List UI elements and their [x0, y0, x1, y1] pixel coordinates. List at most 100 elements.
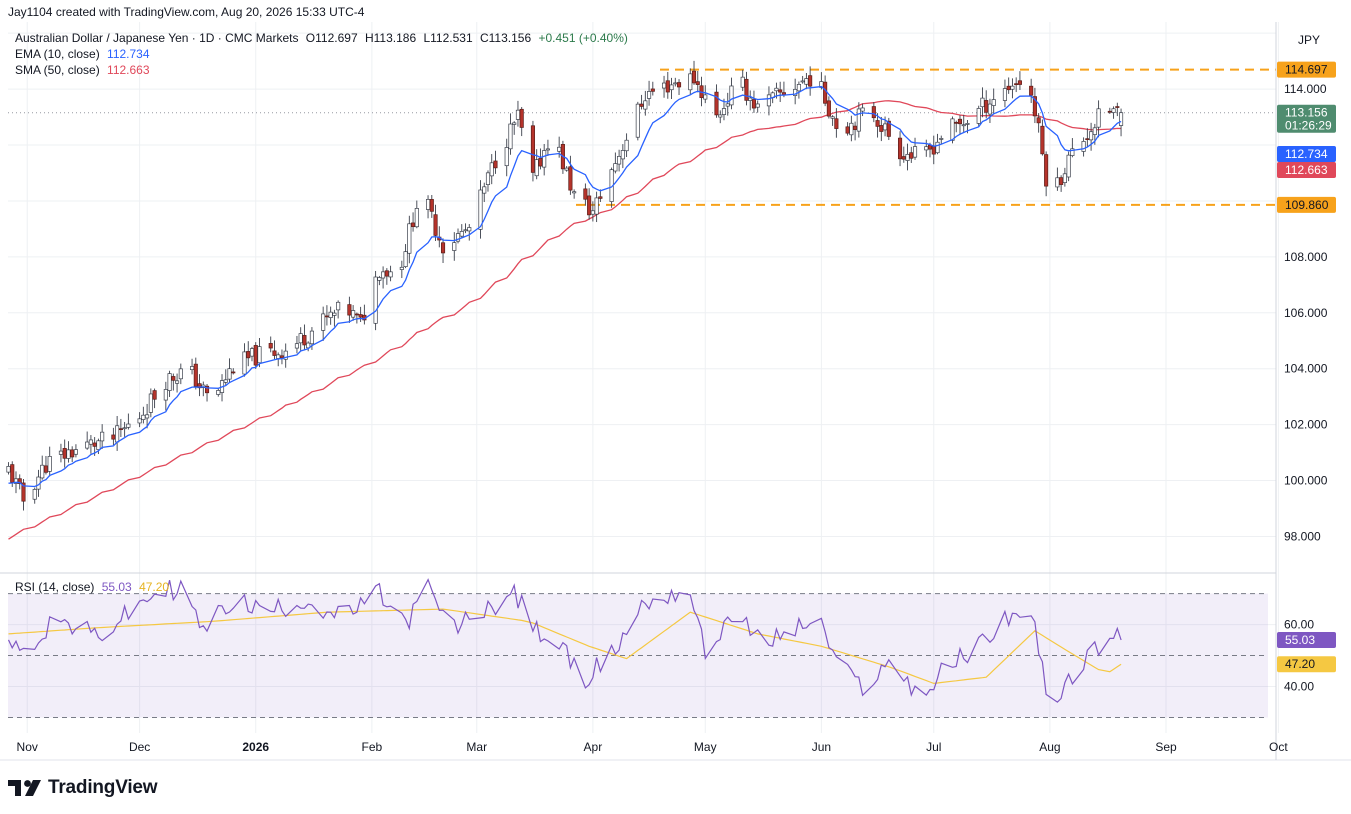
candle-body-down: [429, 199, 434, 212]
candle-body-up: [740, 76, 745, 88]
candle-body-up: [643, 100, 648, 110]
candle: [860, 103, 865, 117]
candle: [43, 455, 49, 475]
svg-text:113.156: 113.156: [1285, 106, 1328, 120]
candle: [467, 224, 472, 241]
candle: [721, 98, 727, 121]
candle-body-down: [587, 195, 592, 216]
candle: [665, 71, 670, 99]
candle-body-up: [515, 109, 521, 120]
price-tick-label: 108.000: [1284, 250, 1328, 264]
candle: [744, 71, 749, 106]
candle: [931, 135, 936, 165]
candle-body-up: [478, 189, 483, 230]
candle: [1055, 167, 1060, 191]
candle: [351, 305, 356, 321]
candle-body-down: [808, 75, 813, 87]
candle: [729, 77, 734, 110]
rsi-legend[interactable]: RSI (14, close) 55.03 47.20: [15, 580, 169, 594]
candle-body-up: [755, 103, 760, 108]
candle: [800, 75, 805, 84]
candle-body-down: [530, 125, 535, 173]
sma-legend[interactable]: SMA (50, close) 112.663: [15, 63, 150, 77]
candle: [463, 223, 468, 234]
candle: [414, 200, 419, 229]
candle: [306, 341, 311, 352]
candle-body-up: [321, 313, 326, 331]
candle: [939, 135, 944, 145]
candle-body-up: [167, 373, 172, 391]
candle-body-down: [62, 448, 67, 459]
time-tick-label: Mar: [466, 740, 487, 754]
candle-body-up: [137, 418, 142, 424]
candle-body-up: [991, 99, 996, 106]
candle-body-up: [257, 346, 262, 364]
candle: [647, 80, 652, 106]
candle-body-down: [17, 478, 22, 484]
candle: [21, 479, 26, 511]
candle-body-down: [519, 108, 524, 128]
candle: [834, 108, 839, 138]
horizontal-levels: [8, 68, 1276, 206]
candle: [991, 88, 996, 115]
svg-text:112.734: 112.734: [1285, 147, 1328, 161]
candle: [70, 446, 75, 463]
candle-body-up: [673, 82, 678, 85]
candle-body-up: [482, 186, 487, 194]
candle-body-up: [508, 123, 513, 150]
candle-body-up: [377, 277, 382, 281]
tradingview-logo[interactable]: TradingView: [8, 777, 158, 799]
candle-body-down: [10, 464, 15, 483]
candle-body-up: [800, 80, 805, 83]
candle-body-up: [1010, 85, 1015, 90]
candle-body-up: [223, 379, 228, 383]
time-tick-label: Jul: [926, 740, 941, 754]
candle-body-up: [987, 103, 993, 115]
symbol-legend[interactable]: Australian Dollar / Japanese Yen · 1D · …: [15, 31, 628, 45]
close-value: C113.156: [479, 31, 532, 45]
candle-body-up: [283, 350, 288, 360]
candle-body-down: [347, 304, 352, 316]
candle: [1014, 77, 1019, 93]
candle: [201, 381, 206, 397]
ema-10-series: [8, 85, 1122, 488]
candle-body-up: [924, 146, 929, 151]
candle: [328, 306, 333, 325]
candle-body-down: [1017, 80, 1022, 85]
candle: [793, 78, 798, 105]
time-tick-label: Jun: [812, 740, 831, 754]
candle-body-up: [729, 85, 734, 106]
candle: [399, 260, 404, 279]
candle-body-up: [1081, 141, 1086, 152]
candle-body-down: [324, 315, 329, 318]
candle: [167, 370, 172, 397]
candle: [530, 120, 535, 182]
candle-body-down: [598, 196, 603, 199]
candle: [984, 90, 989, 119]
candle: [849, 115, 854, 142]
candle-body-down: [845, 126, 850, 134]
candle: [455, 228, 461, 244]
candle: [47, 446, 52, 477]
candle-body-up: [298, 333, 303, 344]
candle: [538, 148, 543, 170]
candle-body-up: [1066, 154, 1071, 178]
candle-body-up: [175, 380, 180, 384]
candle: [336, 300, 341, 319]
candle-body-up: [935, 141, 940, 154]
candle-body-down: [1006, 85, 1011, 91]
candle-body-down: [834, 118, 839, 129]
candle-body-down: [411, 222, 416, 228]
candle: [358, 306, 363, 322]
tradingview-icon: [8, 780, 41, 796]
candle-body-up: [47, 456, 52, 472]
candle-body-up: [85, 441, 90, 449]
candle: [650, 81, 655, 96]
ema-legend[interactable]: EMA (10, close) 112.734: [15, 47, 150, 61]
candle-body-down: [751, 99, 757, 109]
candle-body-down: [744, 78, 749, 101]
candle-body-up: [381, 271, 386, 279]
candle-body-up: [141, 414, 146, 420]
